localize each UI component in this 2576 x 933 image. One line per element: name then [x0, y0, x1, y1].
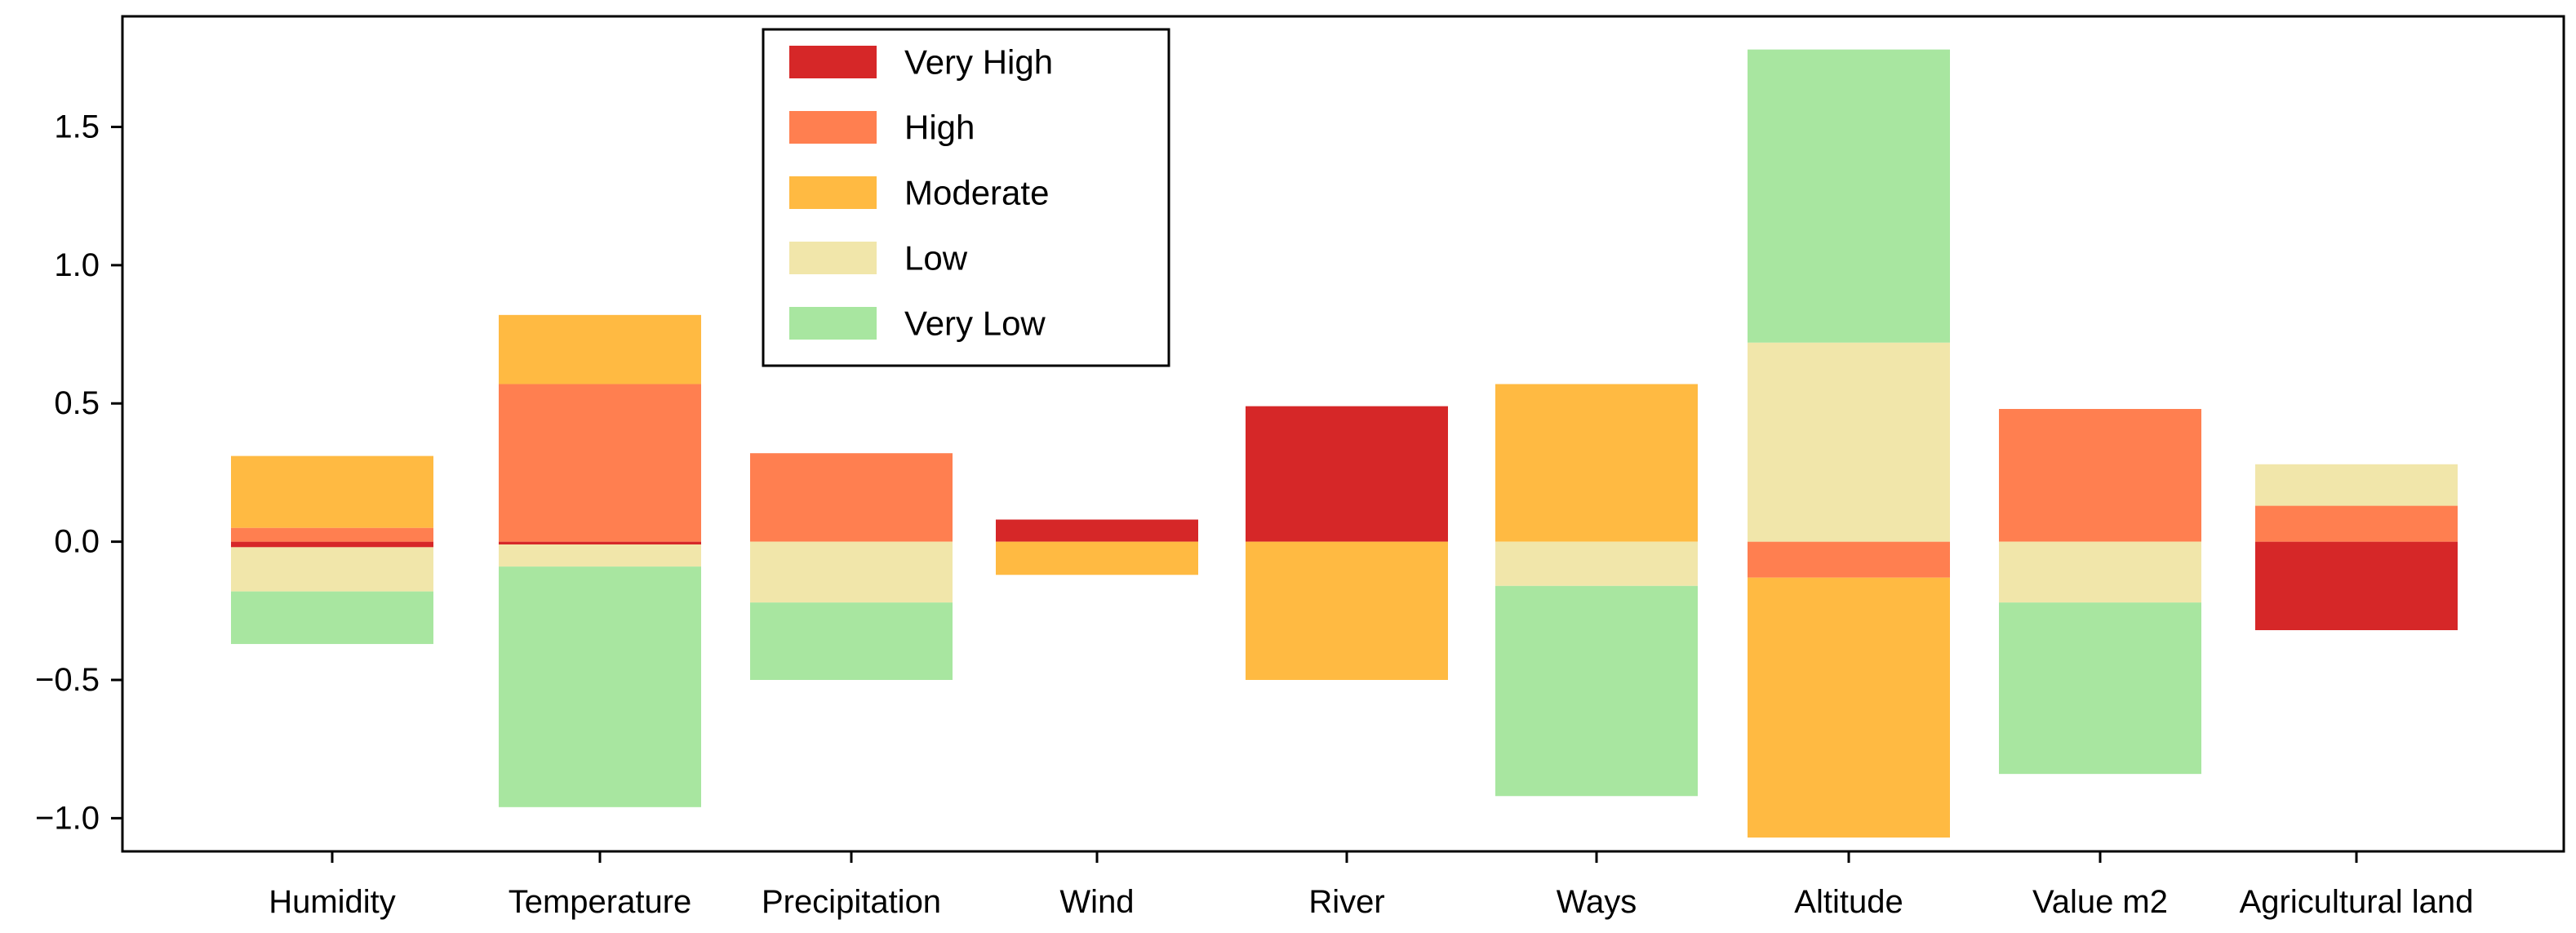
x-tick-label-precipitation: Precipitation — [762, 884, 941, 920]
bar-humidity-low — [231, 547, 433, 592]
y-axis: −1.0 −0.5 0.0 0.5 1.0 1.5 — [35, 109, 122, 836]
bar-agricultural-land-high — [2255, 505, 2458, 542]
bar-humidity-very-high — [231, 541, 433, 548]
x-tick-label-value-m2: Value m2 — [2032, 884, 2168, 920]
legend-swatch-very-low — [789, 307, 877, 340]
y-tick-label: −0.5 — [35, 662, 100, 698]
bar-value-m2-low — [1999, 541, 2201, 603]
legend-label-very-low: Very Low — [904, 304, 1046, 343]
legend-swatch-low — [789, 242, 877, 274]
legend: Very High High Moderate Low Very Low — [762, 28, 1170, 367]
y-tick-label: 0.0 — [54, 524, 100, 560]
legend-swatch-moderate — [789, 176, 877, 209]
x-tick-label-ways: Ways — [1557, 884, 1637, 920]
x-tick-label-humidity: Humidity — [269, 884, 396, 920]
bar-river-moderate — [1246, 541, 1448, 680]
y-tick-label: 1.0 — [54, 247, 100, 283]
bar-value-m2-very-low — [1999, 602, 2201, 775]
legend-label-high: High — [904, 109, 975, 147]
bar-precipitation-low — [750, 541, 953, 603]
bar-ways-moderate — [1495, 384, 1698, 542]
bar-agricultural-land-very-high — [2255, 541, 2458, 631]
x-axis: Humidity Temperature Precipitation Wind Rive… — [269, 851, 2473, 920]
bar-wind-very-high — [996, 519, 1198, 542]
bar-temperature-very-low — [499, 566, 701, 807]
bar-altitude-moderate — [1748, 577, 1950, 838]
bar-altitude-high — [1748, 541, 1950, 578]
bar-precipitation-high — [750, 453, 953, 542]
bar-precipitation-very-low — [750, 602, 953, 680]
legend-swatch-high — [789, 111, 877, 144]
bar-river-very-high — [1246, 406, 1448, 542]
x-tick-label-wind: Wind — [1059, 884, 1134, 920]
y-tick-label: 1.5 — [54, 109, 100, 144]
bar-altitude-low — [1748, 342, 1950, 542]
x-tick-label-river: River — [1308, 884, 1384, 920]
bar-temperature-very-high — [499, 541, 701, 544]
legend-swatch-very-high — [789, 46, 877, 78]
legend-label-very-high: Very High — [904, 43, 1053, 82]
y-tick-label: −1.0 — [35, 800, 100, 836]
bar-value-m2-high — [1999, 409, 2201, 542]
legend-label-moderate: Moderate — [904, 174, 1049, 212]
bar-wind-moderate — [996, 541, 1198, 575]
x-tick-label-altitude: Altitude — [1794, 884, 1903, 920]
bar-temperature-moderate — [499, 314, 701, 384]
bar-agricultural-land-low — [2255, 464, 2458, 506]
bar-humidity-moderate — [231, 455, 433, 528]
bars-layer — [231, 49, 2458, 838]
bar-ways-low — [1495, 541, 1698, 586]
y-tick-label: 0.5 — [54, 385, 100, 421]
bar-ways-very-low — [1495, 585, 1698, 797]
bar-humidity-very-low — [231, 591, 433, 644]
bar-temperature-high — [499, 384, 701, 542]
bar-temperature-low — [499, 544, 701, 567]
x-tick-label-agricultural-land: Agricultural land — [2240, 884, 2474, 920]
x-tick-label-temperature: Temperature — [509, 884, 692, 920]
plot-frame — [121, 15, 2565, 853]
bar-altitude-very-low — [1748, 49, 1950, 343]
bar-humidity-high — [231, 527, 433, 542]
legend-label-low: Low — [904, 239, 968, 278]
